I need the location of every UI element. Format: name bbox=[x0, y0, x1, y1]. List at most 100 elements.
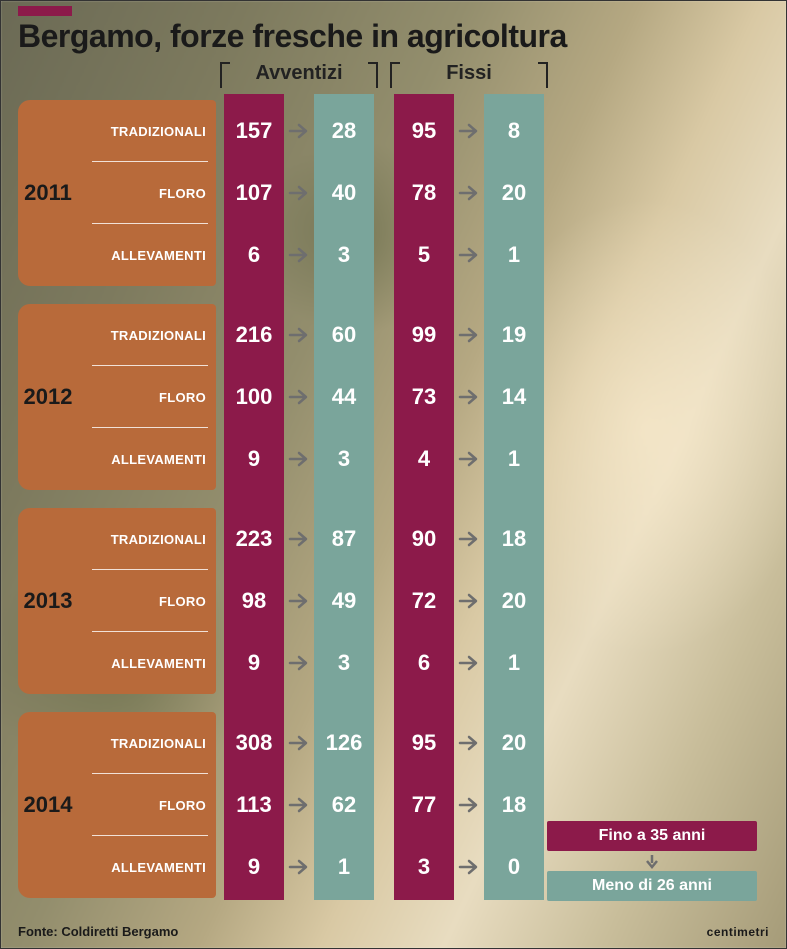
arrow-icon bbox=[454, 508, 484, 570]
arrow-icon bbox=[284, 712, 314, 774]
value-cell: 9 bbox=[224, 428, 284, 490]
value-text: 98 bbox=[242, 588, 266, 614]
value-text: 18 bbox=[502, 792, 526, 818]
value-text: 1 bbox=[508, 446, 520, 472]
value-cell: 44 bbox=[314, 366, 374, 428]
value-cell: 0 bbox=[484, 836, 544, 898]
arrow-icon bbox=[284, 774, 314, 836]
arrow-icon bbox=[454, 304, 484, 366]
arrow-icon bbox=[454, 570, 484, 632]
value-text: 14 bbox=[502, 384, 526, 410]
year-block-2011: 2011 TRADIZIONALI FLORO ALLEVAMENTI 157 107 6 2… bbox=[0, 94, 787, 292]
value-cell: 6 bbox=[224, 224, 284, 286]
arrow-column bbox=[454, 304, 484, 490]
header-avventizi: Avventizi bbox=[224, 62, 374, 85]
value-cell: 113 bbox=[224, 774, 284, 836]
value-column-avventizi_b: 28 40 3 bbox=[314, 100, 374, 286]
value-cell: 95 bbox=[394, 712, 454, 774]
value-cell: 14 bbox=[484, 366, 544, 428]
value-cell: 78 bbox=[394, 162, 454, 224]
value-text: 308 bbox=[236, 730, 273, 756]
category-cell: FLORO bbox=[78, 774, 216, 836]
value-text: 77 bbox=[412, 792, 436, 818]
header-fissi: Fissi bbox=[394, 62, 544, 85]
category-cell: TRADIZIONALI bbox=[78, 712, 216, 774]
value-cell: 5 bbox=[394, 224, 454, 286]
category-column: TRADIZIONALIFLOROALLEVAMENTI bbox=[78, 712, 216, 898]
value-text: 126 bbox=[326, 730, 363, 756]
year-tab: 2012 bbox=[18, 304, 78, 490]
value-column-avventizi_b: 60443 bbox=[314, 304, 374, 490]
arrow-icon bbox=[454, 836, 484, 898]
arrow-icon bbox=[284, 508, 314, 570]
value-cell: 4 bbox=[394, 428, 454, 490]
value-column-fissi_a: 99734 bbox=[394, 304, 454, 490]
category-label: FLORO bbox=[159, 186, 206, 201]
category-cell: ALLEVAMENTI bbox=[78, 224, 216, 286]
year-label: 2013 bbox=[24, 588, 73, 614]
arrow-icon bbox=[284, 162, 314, 224]
arrow-icon bbox=[284, 224, 314, 286]
value-text: 62 bbox=[332, 792, 356, 818]
header-fissi-label: Fissi bbox=[446, 62, 492, 84]
category-label: TRADIZIONALI bbox=[111, 328, 206, 343]
arrow-column bbox=[284, 712, 314, 898]
column-headers: Avventizi Fissi bbox=[0, 62, 787, 92]
category-cell: FLORO bbox=[78, 366, 216, 428]
year-tab: 2013 bbox=[18, 508, 78, 694]
value-text: 6 bbox=[248, 242, 260, 268]
category-cell: ALLEVAMENTI bbox=[78, 836, 216, 898]
value-text: 49 bbox=[332, 588, 356, 614]
value-text: 20 bbox=[502, 588, 526, 614]
value-text: 3 bbox=[338, 242, 350, 268]
value-cell: 216 bbox=[224, 304, 284, 366]
accent-bar bbox=[18, 6, 72, 16]
value-column-fissi_b: 20 18 0 bbox=[484, 712, 544, 898]
value-text: 157 bbox=[236, 118, 273, 144]
category-label: ALLEVAMENTI bbox=[111, 248, 206, 263]
value-text: 60 bbox=[332, 322, 356, 348]
value-cell: 3 bbox=[394, 836, 454, 898]
value-text: 44 bbox=[332, 384, 356, 410]
year-block-2013: 2013TRADIZIONALIFLOROALLEVAMENTI22398987… bbox=[0, 502, 787, 700]
year-label: 2012 bbox=[24, 384, 73, 410]
category-label: ALLEVAMENTI bbox=[111, 452, 206, 467]
category-cell: FLORO bbox=[78, 162, 216, 224]
category-cell: TRADIZIONALI bbox=[78, 304, 216, 366]
value-text: 1 bbox=[508, 650, 520, 676]
value-text: 9 bbox=[248, 446, 260, 472]
arrow-icon bbox=[284, 632, 314, 694]
value-cell: 126 bbox=[314, 712, 374, 774]
value-column-avventizi_a: 223989 bbox=[224, 508, 284, 694]
arrow-icon bbox=[284, 836, 314, 898]
category-cell: TRADIZIONALI bbox=[78, 100, 216, 162]
arrow-icon bbox=[454, 632, 484, 694]
value-column-avventizi_a: 216 100 9 bbox=[224, 304, 284, 490]
category-label: TRADIZIONALI bbox=[111, 124, 206, 139]
value-cell: 40 bbox=[314, 162, 374, 224]
value-cell: 18 bbox=[484, 774, 544, 836]
value-text: 28 bbox=[332, 118, 356, 144]
value-text: 5 bbox=[418, 242, 430, 268]
value-text: 113 bbox=[236, 792, 272, 818]
value-text: 1 bbox=[508, 242, 520, 268]
arrow-icon bbox=[284, 570, 314, 632]
arrow-column bbox=[284, 304, 314, 490]
value-cell: 20 bbox=[484, 570, 544, 632]
value-cell: 20 bbox=[484, 162, 544, 224]
value-column-fissi_a: 95 77 3 bbox=[394, 712, 454, 898]
value-text: 9 bbox=[248, 854, 260, 880]
value-cell: 99 bbox=[394, 304, 454, 366]
credit-text: centimetri bbox=[707, 925, 769, 939]
value-column-avventizi_b: 87493 bbox=[314, 508, 374, 694]
arrow-icon bbox=[284, 304, 314, 366]
value-text: 20 bbox=[502, 730, 526, 756]
value-text: 1 bbox=[338, 854, 350, 880]
arrow-icon bbox=[454, 712, 484, 774]
value-cell: 8 bbox=[484, 100, 544, 162]
value-text: 100 bbox=[236, 384, 273, 410]
year-tab: 2011 bbox=[18, 100, 78, 286]
legend-a: Fino a 35 anni bbox=[547, 821, 757, 851]
value-cell: 62 bbox=[314, 774, 374, 836]
value-cell: 107 bbox=[224, 162, 284, 224]
